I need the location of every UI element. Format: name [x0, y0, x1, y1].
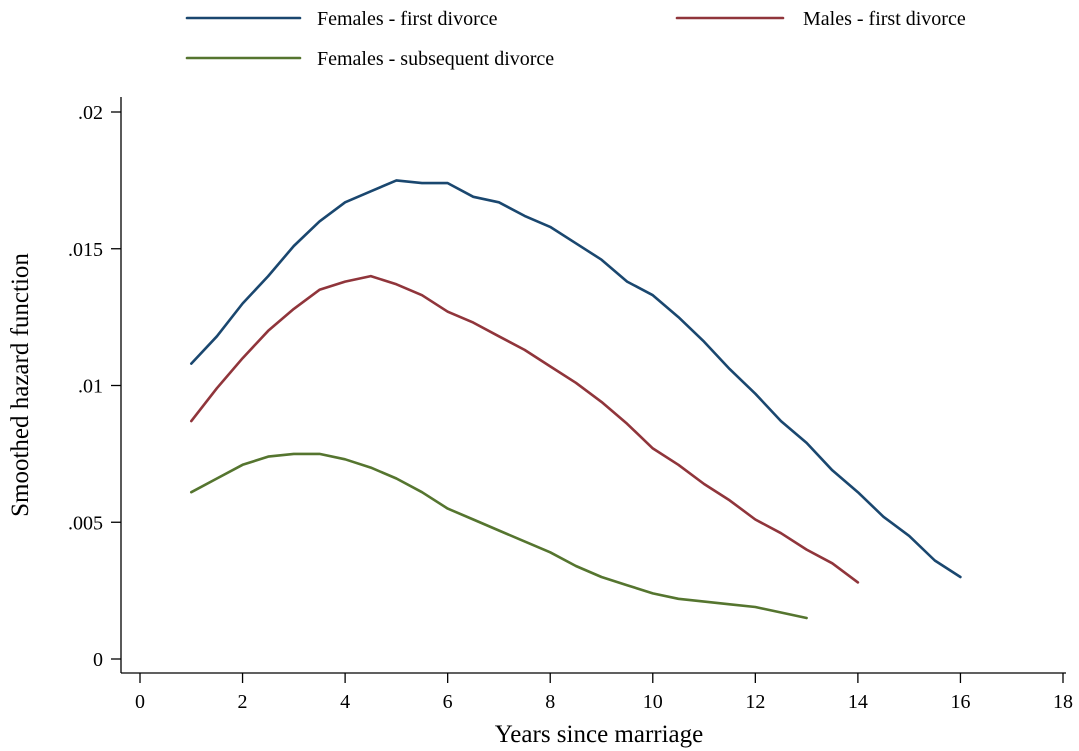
x-tick-label: 10: [643, 691, 663, 713]
x-tick-label: 16: [950, 691, 970, 713]
y-tick-label: 0: [93, 649, 103, 671]
x-tick-label: 8: [545, 691, 555, 713]
legend-item-females-subsequent: Females - subsequent divorce: [185, 48, 554, 70]
legend: Females - first divorce Males - first di…: [185, 8, 966, 70]
x-tick-label: 4: [340, 691, 350, 713]
plot-series: [190, 179, 962, 620]
legend-label-males-first: Males - first divorce: [803, 8, 966, 30]
series-line-females-first: [190, 179, 962, 579]
legend-item-males-first: Males - first divorce: [675, 8, 966, 30]
y-axis-title: Smoothed hazard function: [7, 253, 34, 517]
x-tick-label: 12: [745, 691, 765, 713]
x-axis-ticks: 0 2 4 6 8 10 12 14 16 18: [135, 673, 1073, 713]
x-tick-label: 18: [1053, 691, 1073, 713]
y-tick-label: .02: [78, 102, 103, 124]
x-tick-label: 14: [848, 691, 868, 713]
x-tick-label: 6: [443, 691, 453, 713]
x-tick-label: 0: [135, 691, 145, 713]
legend-label-females-subsequent: Females - subsequent divorce: [317, 48, 554, 70]
legend-item-females-first: Females - first divorce: [185, 8, 498, 30]
series-line-males-first: [190, 274, 860, 584]
series-line-females-subsequent: [190, 452, 808, 620]
y-tick-label: .01: [78, 376, 103, 398]
y-tick-label: .005: [68, 512, 103, 534]
y-tick-label: .015: [68, 239, 103, 261]
x-tick-label: 2: [238, 691, 248, 713]
x-axis-title: Years since marriage: [495, 721, 704, 748]
legend-label-females-first: Females - first divorce: [317, 8, 498, 30]
y-axis-ticks: 0 .005 .01 .015 .02: [68, 102, 121, 671]
